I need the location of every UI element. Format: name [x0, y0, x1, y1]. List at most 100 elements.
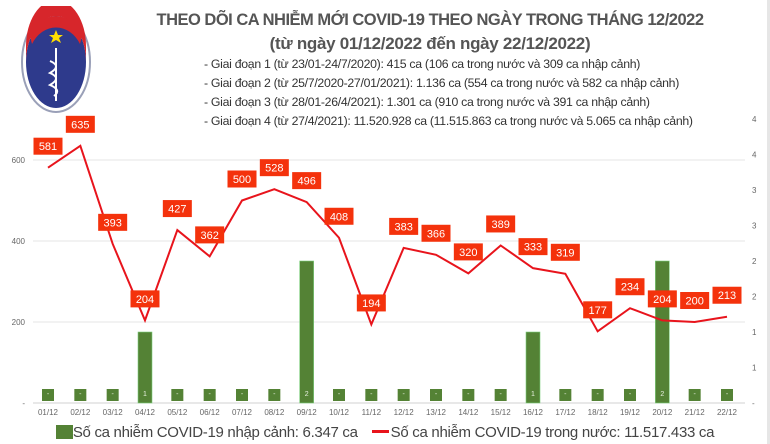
- data-label: 234: [621, 282, 639, 294]
- bar-imported: [299, 260, 314, 404]
- data-label: 320: [459, 247, 477, 259]
- data-label-box: [130, 290, 160, 308]
- bar-label: -: [47, 391, 50, 398]
- data-label: 213: [718, 290, 736, 302]
- legend-item-domestic: Số ca nhiễm COVID-19 trong nước: 11.517.…: [371, 424, 715, 441]
- phase-note-2: - Giai đoạn 2 (từ 25/7/2020-27/01/2021):…: [204, 76, 679, 90]
- data-label: 393: [103, 217, 121, 229]
- left-tick-label: 200: [12, 318, 26, 327]
- phase-note-3: - Giai đoạn 3 (từ 28/01-26/4/2021): 1.30…: [204, 95, 650, 109]
- bar-label: -: [241, 391, 244, 398]
- x-tick-label: 19/12: [620, 408, 641, 417]
- x-tick-label: 02/12: [70, 408, 91, 417]
- bar-label: -: [693, 391, 696, 398]
- legend-item-imported: Số ca nhiễm COVID-19 nhập cảnh: 6.347 ca: [55, 424, 358, 441]
- data-label-box: [227, 170, 257, 188]
- bar-imported: [624, 389, 636, 401]
- x-tick-label: 01/12: [38, 408, 59, 417]
- bar-label: -: [402, 391, 405, 398]
- x-tick-label: 17/12: [555, 408, 576, 417]
- bar-label: -: [111, 391, 114, 398]
- data-label-box: [162, 200, 192, 218]
- legend-line-swatch: [371, 430, 389, 433]
- data-label-box: [292, 172, 322, 190]
- legend-label-domestic: Số ca nhiễm COVID-19 trong nước: 11.517.…: [390, 424, 715, 441]
- bar-label: 2: [305, 391, 309, 398]
- line-domestic: [47, 144, 728, 333]
- data-label: 635: [71, 119, 89, 131]
- data-label: 194: [362, 298, 380, 310]
- data-label-box: [65, 115, 95, 133]
- legend-label-imported: Số ca nhiễm COVID-19 nhập cảnh: 6.347 ca: [72, 424, 358, 441]
- bar-imported: [430, 389, 442, 401]
- bar-imported: [721, 389, 733, 401]
- bar-imported: [236, 389, 248, 401]
- right-tick-label: 1: [752, 328, 757, 337]
- right-tick-label: -: [752, 399, 755, 408]
- x-tick-label: 06/12: [200, 408, 221, 417]
- bar-label: -: [467, 391, 470, 398]
- data-label-box: [389, 217, 419, 235]
- bar-imported: [462, 389, 475, 401]
- left-tick-label: 400: [12, 237, 26, 246]
- data-label: 200: [685, 296, 703, 308]
- bar-imported: [74, 389, 87, 401]
- right-tick-label: 3: [752, 186, 757, 195]
- x-tick-label: 15/12: [491, 408, 512, 417]
- bar-label: -: [499, 391, 502, 398]
- data-label-box: [453, 243, 483, 261]
- data-label-box: [324, 207, 354, 225]
- right-tick-label: 2: [752, 293, 757, 302]
- data-label-box: [583, 301, 613, 319]
- ministry-logo: [21, 6, 91, 113]
- bar-label: -: [629, 391, 632, 398]
- bar-label: 2: [660, 391, 664, 398]
- bar-imported: [525, 331, 541, 404]
- right-tick-label: 3: [752, 222, 757, 231]
- data-label: 408: [330, 211, 348, 223]
- bar-imported: [655, 260, 670, 404]
- bar-label: -: [176, 391, 179, 398]
- data-label: 496: [297, 176, 315, 188]
- bar-label: -: [435, 391, 438, 398]
- data-label-box: [615, 278, 645, 296]
- bar-label: -: [79, 391, 82, 398]
- bar-imported: [397, 389, 410, 401]
- data-label-box: [421, 224, 451, 242]
- data-label: 204: [136, 294, 154, 306]
- data-label: 366: [427, 228, 445, 240]
- x-tick-label: 14/12: [458, 408, 479, 417]
- data-label-box: [680, 292, 710, 309]
- x-tick-label: 13/12: [426, 408, 447, 417]
- bar-imported: [333, 389, 345, 401]
- x-tick-label: 21/12: [685, 408, 706, 417]
- data-label: 500: [233, 174, 251, 186]
- bar-label: 1: [143, 391, 147, 398]
- phase-note-1: - Giai đoạn 1 (từ 23/01-24/7/2020): 415 …: [204, 57, 641, 71]
- bar-imported: [171, 389, 184, 401]
- data-label: 581: [39, 141, 57, 153]
- data-label: 383: [394, 221, 412, 233]
- bar-label: -: [208, 391, 211, 398]
- right-tick-label: 4: [752, 115, 757, 124]
- right-tick-label: 2: [752, 257, 757, 266]
- bar-imported: [591, 389, 604, 401]
- bar-label: -: [596, 391, 599, 398]
- left-tick-label: 600: [12, 156, 26, 165]
- right-tick-label: 4: [752, 151, 757, 160]
- data-label-box: [356, 294, 386, 312]
- bar-imported: [203, 389, 216, 401]
- x-tick-label: 04/12: [135, 408, 156, 417]
- bar-label: -: [370, 391, 373, 398]
- bar-imported: [559, 389, 572, 401]
- bar-label: -: [338, 391, 341, 398]
- bar-imported: [268, 389, 281, 401]
- chart-subtitle: (từ ngày 01/12/2022 đến ngày 22/12/2022): [269, 34, 591, 53]
- x-tick-label: 08/12: [264, 408, 285, 417]
- bar-imported: [365, 389, 378, 401]
- data-label: 177: [588, 305, 606, 317]
- data-label-box: [550, 243, 580, 261]
- legend: Số ca nhiễm COVID-19 nhập cảnh: 6.347 ca…: [0, 424, 767, 441]
- data-label-box: [195, 226, 225, 244]
